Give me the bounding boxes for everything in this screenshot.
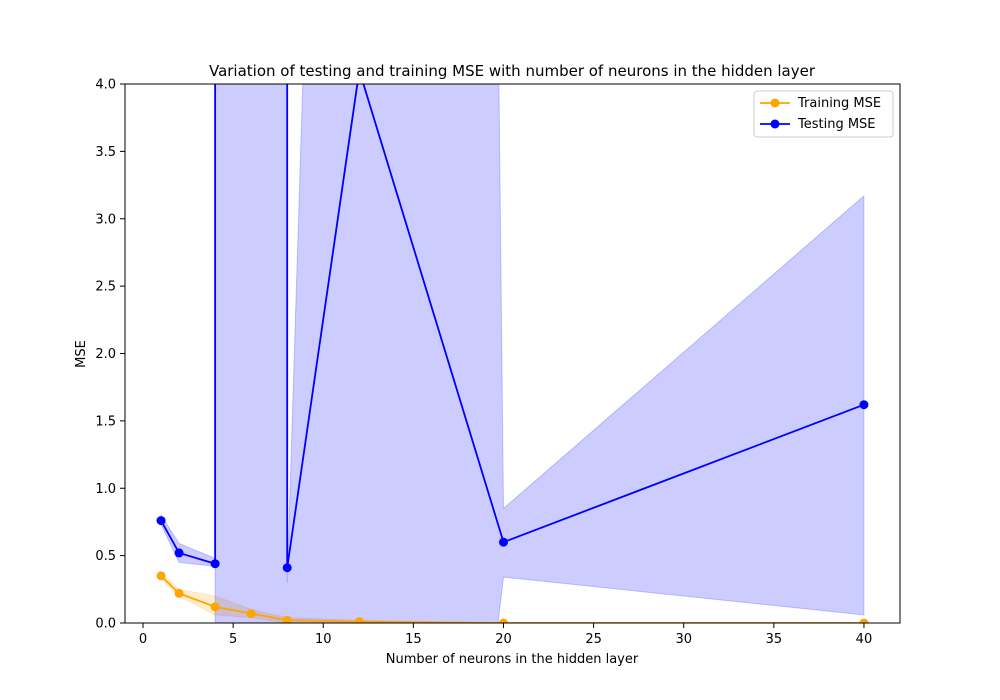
x-tick-label: 10 [315, 632, 332, 647]
point-training [156, 571, 166, 581]
point-training [498, 618, 508, 623]
x-tick-label: 40 [856, 632, 873, 647]
x-tick-label: 0 [139, 632, 147, 647]
point-testing [282, 563, 292, 573]
point-testing [174, 548, 184, 558]
y-tick-label: 1.5 [95, 414, 116, 429]
y-tick-label: 2.5 [95, 280, 116, 295]
point-testing [859, 400, 869, 410]
series-line-testing [160, 84, 865, 569]
y-tick-label: 3.5 [95, 145, 116, 160]
x-tick-label: 25 [585, 632, 602, 647]
x-axis-label: Number of neurons in the hidden layer [386, 652, 639, 667]
point-testing [498, 537, 508, 547]
legend-testing-marker [770, 119, 780, 129]
legend-training-marker [770, 98, 780, 108]
y-tick-label: 2.0 [95, 347, 116, 362]
x-tick-label: 15 [405, 632, 422, 647]
legend-testing-label: Testing MSE [797, 117, 876, 132]
point-training [210, 602, 220, 612]
y-axis: 0.0 0.5 1.0 1.5 2.0 2.5 3.0 3.5 4.0 [95, 78, 125, 632]
band-training [160, 572, 864, 623]
point-testing [156, 516, 166, 526]
point-training [282, 615, 292, 623]
y-axis-label: MSE [74, 340, 89, 368]
x-tick-label: 30 [675, 632, 692, 647]
y-tick-label: 4.0 [95, 78, 116, 93]
point-training [246, 609, 256, 619]
point-training [859, 618, 869, 623]
legend-training-label: Training MSE [797, 96, 881, 111]
y-tick-label: 0.0 [95, 617, 116, 632]
x-axis: 0 5 10 15 20 25 30 35 40 [139, 623, 872, 647]
point-training [354, 617, 364, 623]
chart-title: Variation of testing and training MSE wi… [209, 62, 816, 80]
x-tick-label: 35 [766, 632, 783, 647]
x-tick-label: 5 [229, 632, 237, 647]
point-testing [210, 559, 220, 569]
x-tick-label: 20 [495, 632, 512, 647]
y-tick-label: 3.0 [95, 212, 116, 227]
point-training [174, 588, 184, 598]
y-tick-label: 1.0 [95, 482, 116, 497]
legend: Training MSE Testing MSE [753, 90, 894, 138]
y-tick-label: 0.5 [95, 549, 116, 564]
